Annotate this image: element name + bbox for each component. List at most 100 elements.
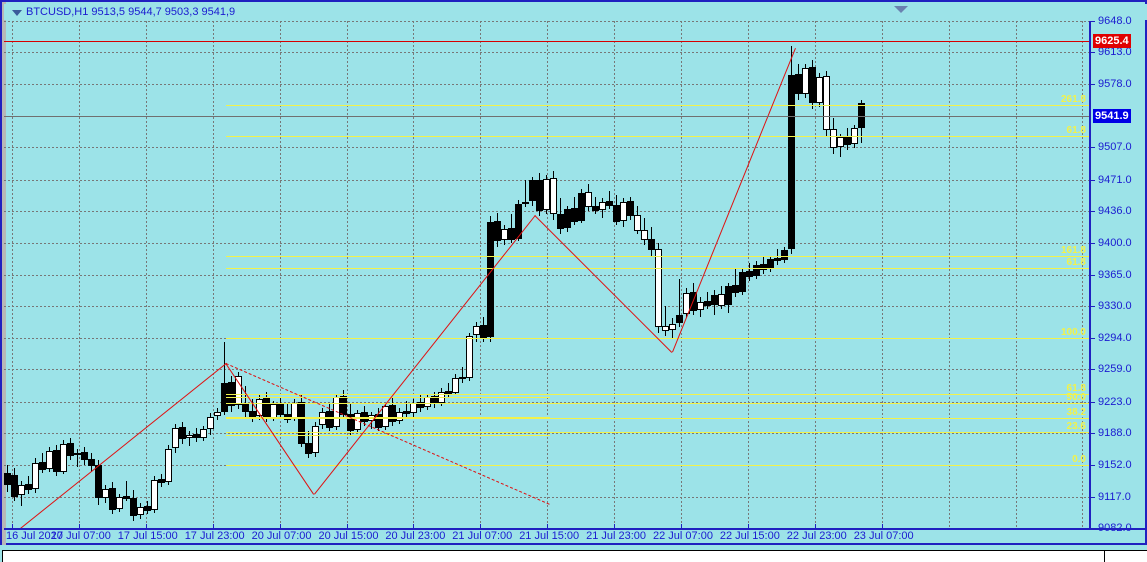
candle-body	[662, 326, 669, 331]
ask-price-badge: 9625.4	[1093, 34, 1131, 49]
candlestick	[711, 21, 718, 528]
candle-body	[795, 73, 802, 95]
price-tick-label: 9365.0	[1098, 268, 1132, 281]
candlestick	[74, 21, 81, 528]
price-scale[interactable]: 9648.0 9613.0 9578.0 9507.0 9471.0 9436.0 9400…	[1089, 15, 1147, 534]
candlestick	[837, 21, 844, 528]
time-tick-label: 20 Jul 07:00	[251, 530, 312, 542]
candlestick	[305, 21, 312, 528]
candlestick	[284, 21, 291, 528]
candlestick	[732, 21, 739, 528]
candlestick	[207, 21, 214, 528]
time-tick	[12, 524, 13, 528]
price-tick	[1089, 21, 1095, 22]
price-tick	[1089, 465, 1095, 467]
fib-level-label: 61.8	[1066, 257, 1086, 269]
candle-body	[256, 399, 263, 417]
time-tick-label: 22 Jul 07:00	[653, 530, 713, 542]
candle-body	[32, 462, 39, 490]
candlestick	[662, 21, 669, 528]
candle-body	[634, 215, 641, 231]
price-tick	[1089, 305, 1095, 307]
price-tick-label: 9648.0	[1098, 15, 1132, 27]
candle-body	[340, 396, 347, 416]
time-tick-label: 21 Jul 15:00	[519, 530, 580, 542]
time-tick	[547, 524, 549, 528]
candle-body	[739, 271, 746, 293]
candle-body	[221, 382, 228, 412]
candlestick	[39, 21, 46, 528]
candlestick	[102, 21, 109, 528]
candle-body	[452, 377, 459, 393]
candle-body	[445, 390, 452, 394]
chart-plot-area[interactable]: 261.8 161.8 100.0 61.8 50.0 38.2 23.6 0.0 61.8 61…	[4, 21, 1089, 528]
candlestick	[438, 21, 445, 528]
fib-level-line-left	[226, 434, 550, 436]
price-tick-label: 9578.0	[1098, 77, 1132, 90]
time-scale[interactable]: 16 Jul 2020 17 Jul 07:00 17 Jul 15:00 17 Ju…	[4, 524, 1147, 545]
candle-body	[515, 203, 522, 239]
time-tick-label: 21 Jul 23:00	[586, 530, 647, 542]
fib-level-line-upper	[226, 135, 1089, 137]
candle-body	[172, 427, 179, 449]
candle-body	[186, 434, 193, 439]
candle-body	[543, 178, 550, 210]
candle-body	[249, 410, 256, 417]
fib-level-line	[226, 255, 1089, 257]
candlestick	[487, 21, 494, 528]
time-tick-label: 21 Jul 07:00	[452, 530, 513, 542]
candlestick	[277, 21, 284, 528]
price-tick	[1089, 433, 1095, 435]
candle-body	[326, 410, 333, 428]
candlestick	[123, 21, 130, 528]
candlestick	[172, 21, 179, 528]
candlestick	[844, 21, 851, 528]
candlestick	[263, 21, 270, 528]
candle-wick	[735, 268, 736, 297]
fib-level-line	[226, 338, 1089, 340]
candle-body	[88, 459, 95, 467]
candle-body	[74, 452, 81, 456]
candle-body	[837, 137, 844, 148]
candle-body	[571, 208, 578, 222]
chevron-down-icon[interactable]	[12, 10, 22, 16]
candlestick	[501, 21, 508, 528]
candlestick	[95, 21, 102, 528]
candle-body	[207, 416, 214, 429]
candle-body	[95, 465, 102, 499]
candlestick	[704, 21, 711, 528]
candlestick	[144, 21, 151, 528]
candle-body	[487, 221, 494, 338]
candlestick	[473, 21, 480, 528]
candlestick	[816, 21, 823, 528]
candlestick	[508, 21, 515, 528]
candlestick	[739, 21, 746, 528]
horizontal-gridline	[4, 401, 1089, 403]
candle-body	[473, 325, 480, 336]
time-tick	[681, 524, 682, 528]
horizontal-gridline	[4, 496, 1089, 498]
candlestick	[410, 21, 417, 528]
candlestick	[214, 21, 221, 528]
candle-body	[550, 177, 557, 215]
price-tick-label: 9330.0	[1098, 299, 1132, 312]
candlestick	[298, 21, 305, 528]
candle-body	[711, 295, 718, 305]
candlestick	[186, 21, 193, 528]
candle-body	[606, 201, 613, 206]
candle-body	[508, 227, 515, 240]
candle-wick	[448, 382, 449, 398]
candlestick	[683, 21, 690, 528]
price-tick-label: 9400.0	[1098, 237, 1132, 250]
price-tick-label: 9152.0	[1098, 459, 1132, 472]
candle-body	[109, 487, 116, 511]
price-tick-label: 9436.0	[1098, 204, 1132, 217]
time-tick-label: 22 Jul 15:00	[719, 530, 780, 542]
candlestick	[578, 21, 585, 528]
candlestick	[585, 21, 592, 528]
candlestick	[200, 21, 207, 528]
candle-wick	[462, 366, 463, 383]
candle-body	[200, 429, 207, 438]
candle-body	[158, 478, 165, 484]
